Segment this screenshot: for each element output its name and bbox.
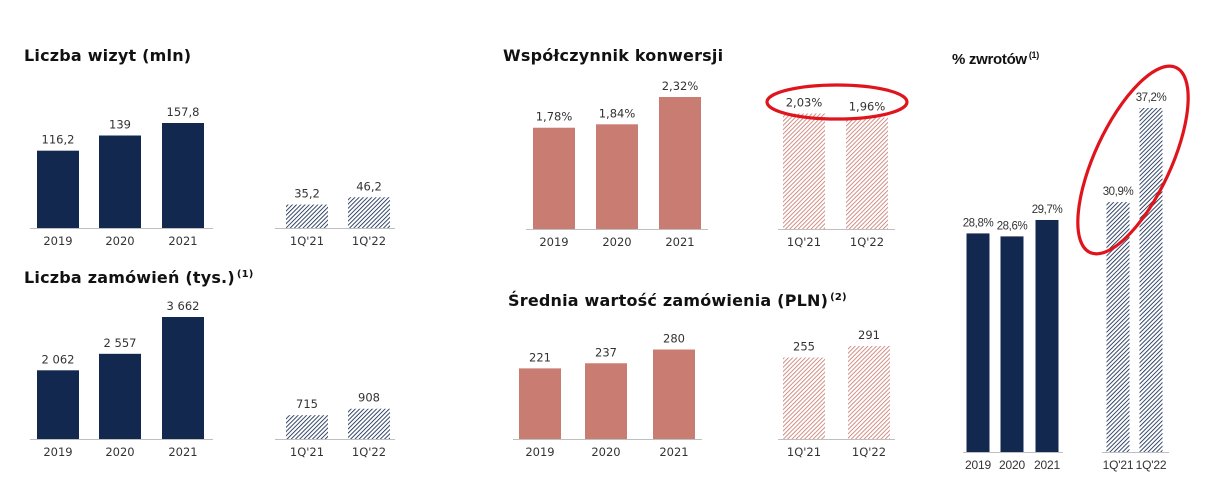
orders-bar-2019 [37, 370, 79, 439]
chart-title-aov-footnote: (2) [830, 292, 847, 303]
returns-value-label-2019: 28,8% [963, 217, 994, 229]
chart-title-aov: Średnia wartość zamówienia (PLN) (2) [508, 291, 847, 310]
visits-value-label-2021: 157,8 [167, 105, 200, 119]
conversion-bar-2021 [659, 97, 701, 229]
orders-bar-1q22 [348, 408, 390, 439]
aov-tick-label-2021: 2021 [659, 445, 688, 459]
orders-tick-label-1q21: 1Q'21 [290, 445, 324, 459]
orders-bar-1q21 [286, 415, 328, 439]
aov-value-label-2019: 221 [529, 350, 551, 364]
conversion-value-label-2020: 1,84% [599, 106, 636, 120]
orders-value-label-2021: 3 662 [167, 299, 200, 313]
returns-bar-1q21 [1106, 202, 1130, 452]
chart-title-returns: % zwrotów (1) [952, 50, 1039, 68]
returns-tick-label-1q21: 1Q'21 [1103, 458, 1134, 472]
returns-bar-2019 [966, 233, 990, 452]
aov-tick-label-2019: 2019 [525, 445, 554, 459]
orders-value-label-2020: 2 557 [104, 336, 137, 350]
returns-tick-label-2019: 2019 [965, 458, 991, 472]
visits-bar-2021 [162, 123, 204, 228]
orders-tick-label-1q22: 1Q'22 [352, 445, 386, 459]
conversion-highlight-ellipse [765, 83, 909, 121]
conversion-tick-label-1q21: 1Q'21 [787, 235, 821, 249]
aov-bar-1q22 [848, 346, 890, 439]
returns-value-label-2021: 29,7% [1032, 204, 1063, 216]
conversion-value-label-1q21: 2,03% [786, 96, 823, 110]
visits-tick-label-1q21: 1Q'21 [290, 234, 324, 248]
chart-title-conversion-text: Współczynnik konwersji [503, 46, 724, 65]
returns-tick-label-2020: 2020 [999, 458, 1025, 472]
orders-tick-label-2021: 2021 [168, 445, 197, 459]
aov-bar-2020 [585, 363, 627, 439]
conversion-value-label-1q22: 1,96% [849, 99, 886, 113]
visits-bar-2019 [37, 150, 79, 228]
returns-bar-2020 [1000, 236, 1024, 452]
aov-bar-1q21 [783, 357, 825, 439]
orders-value-label-1q21: 715 [296, 397, 318, 411]
conversion-tick-label-2019: 2019 [539, 235, 568, 249]
returns-tick-label-1q22: 1Q'22 [1136, 458, 1167, 472]
chart-title-orders: Liczba zamówień (tys.) (1) [24, 268, 254, 287]
chart-title-conversion: Współczynnik konwersji [503, 46, 723, 65]
orders-value-label-2019: 2 062 [42, 352, 75, 366]
chart-title-returns-footnote: (1) [1028, 50, 1039, 60]
conversion-bar-2019 [533, 127, 575, 229]
orders-tick-label-2020: 2020 [105, 445, 134, 459]
visits-tick-label-2021: 2021 [168, 234, 197, 248]
visits-tick-label-1q22: 1Q'22 [352, 234, 386, 248]
aov-tick-label-1q21: 1Q'21 [787, 445, 821, 459]
returns-bar-1q22 [1139, 108, 1163, 452]
aov-value-label-2020: 237 [595, 345, 617, 359]
conversion-tick-label-1q22: 1Q'22 [850, 235, 884, 249]
orders-tick-label-2019: 2019 [43, 445, 72, 459]
visits-value-label-2020: 139 [109, 118, 131, 132]
conversion-value-label-2019: 1,78% [536, 110, 573, 124]
conversion-tick-label-2020: 2020 [602, 235, 631, 249]
visits-value-label-1q22: 46,2 [356, 179, 382, 193]
visits-tick-label-2020: 2020 [105, 234, 134, 248]
aov-tick-label-2020: 2020 [591, 445, 620, 459]
conversion-bar-1q21 [783, 113, 825, 229]
orders-value-label-1q22: 908 [358, 391, 380, 405]
orders-bar-2020 [99, 353, 141, 439]
conversion-tick-label-2021: 2021 [665, 235, 694, 249]
aov-bar-2021 [653, 349, 695, 439]
conversion-bar-2020 [596, 124, 638, 229]
chart-title-visits-text: Liczba wizyt (mln) [24, 46, 192, 65]
returns-value-label-2020: 28,6% [997, 220, 1028, 232]
returns-value-label-1q22: 37,2% [1136, 92, 1167, 104]
returns-value-label-1q21: 30,9% [1103, 186, 1134, 198]
visits-bar-1q21 [286, 204, 328, 228]
visits-tick-label-2019: 2019 [43, 234, 72, 248]
aov-value-label-1q21: 255 [793, 340, 815, 354]
visits-bar-1q22 [348, 197, 390, 228]
orders-bar-2021 [162, 317, 204, 439]
chart-title-orders-footnote: (1) [236, 269, 254, 280]
chart-title-orders-text: Liczba zamówień (tys.) [24, 268, 235, 287]
conversion-bar-1q22 [846, 117, 888, 229]
aov-value-label-2021: 280 [663, 332, 685, 346]
aov-bar-2019 [519, 368, 561, 439]
aov-tick-label-1q22: 1Q'22 [852, 445, 886, 459]
visits-value-label-1q21: 35,2 [294, 187, 320, 201]
chart-title-aov-text: Średnia wartość zamówienia (PLN) [508, 291, 829, 310]
returns-highlight-ellipse [1076, 64, 1190, 256]
returns-tick-label-2021: 2021 [1034, 458, 1060, 472]
aov-value-label-1q22: 291 [858, 328, 880, 342]
visits-value-label-2019: 116,2 [42, 133, 75, 147]
chart-title-returns-text: % zwrotów [952, 51, 1027, 68]
conversion-value-label-2021: 2,32% [662, 79, 699, 93]
chart-title-visits: Liczba wizyt (mln) [24, 46, 191, 65]
returns-bar-2021 [1035, 219, 1059, 452]
visits-bar-2020 [99, 135, 141, 228]
